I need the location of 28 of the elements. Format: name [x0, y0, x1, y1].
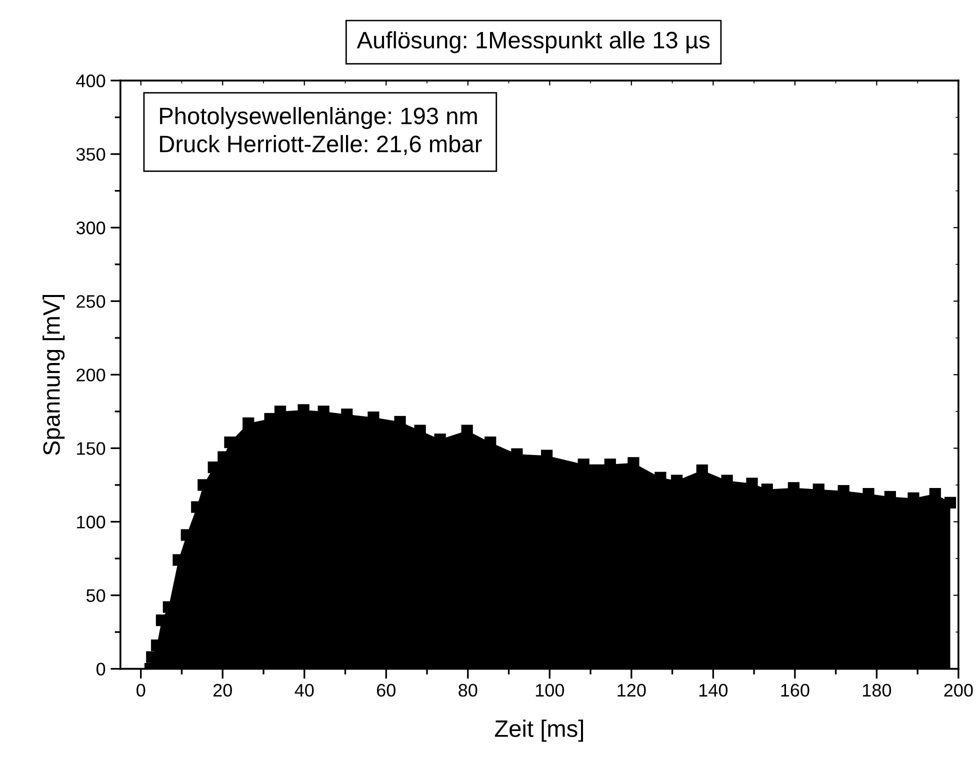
x-tick-label: 200	[944, 684, 973, 697]
y-tick-label: 400	[76, 74, 106, 88]
x-tick-label: 80	[458, 684, 478, 697]
chart-title: Auflösung: 1Messpunkt alle 13 µs	[356, 31, 710, 54]
point	[224, 436, 236, 448]
y-tick-label: 250	[76, 295, 106, 308]
x-tick-label: 160	[781, 684, 810, 697]
point	[242, 417, 254, 430]
point	[944, 496, 956, 508]
y-tick-label: 100	[77, 516, 106, 528]
x-tick-label: 60	[377, 684, 396, 697]
y-tick-label: 200	[76, 368, 106, 382]
x-tick-label: 120	[618, 684, 646, 697]
x-tick-label: 180	[863, 684, 892, 697]
y-tick-label: 300	[76, 222, 106, 234]
annotation: Photolysewellenlänge: 193 nm Druck Herriott-Zelle: 21,6 mbar	[160, 107, 482, 156]
y-tick-label: 150	[77, 442, 106, 455]
x-axis-title: Zeit [ms]	[494, 720, 584, 742]
y-tick-label: 50	[86, 589, 106, 602]
point	[208, 462, 220, 474]
x-tick-label: 20	[213, 684, 232, 697]
x-tick-label: 0	[136, 684, 146, 697]
y-tick-label: 350	[76, 148, 106, 161]
y-axis-title: Spannung [mV]	[42, 294, 65, 455]
x-tick-label: 100	[536, 684, 564, 697]
x-tick-label: 140	[699, 684, 728, 697]
y-tick-label: 0	[96, 662, 106, 676]
x-tick-label: 40	[294, 684, 314, 697]
